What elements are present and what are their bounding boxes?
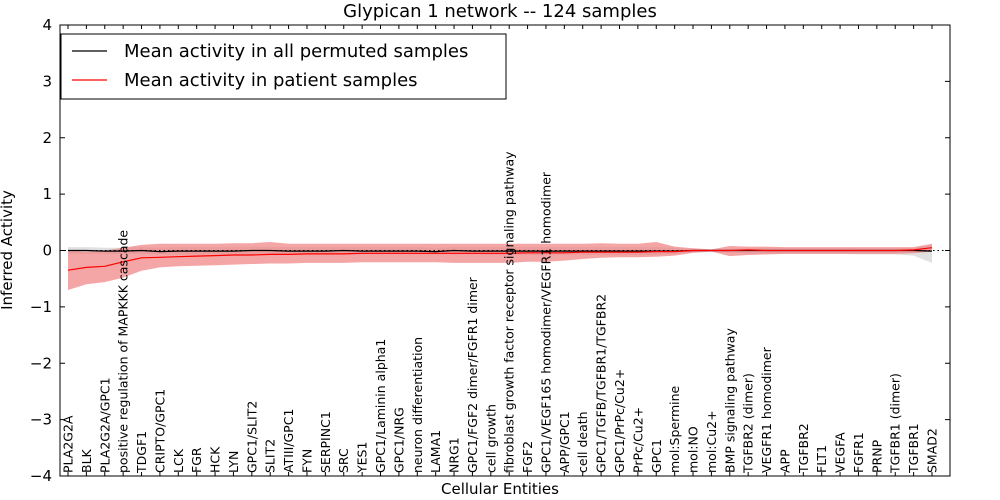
series-line-patient [67, 247, 933, 271]
legend: Mean activity in all permuted samples Me… [60, 33, 507, 100]
x-tick-label: FGR [189, 447, 204, 473]
x-tick-label: NRG1 [447, 437, 462, 473]
x-tick-label: fibroblast growth factor receptor signal… [502, 151, 517, 473]
x-tick-label: SRC [336, 448, 351, 473]
x-tick-label: SLIT2 [263, 439, 278, 473]
x-tick-label: mol:Spermine [667, 385, 682, 473]
confidence-band-patient [68, 242, 932, 290]
x-tick-label: VEGFA [833, 432, 848, 473]
x-tick-label: mol:Cu2+ [704, 410, 719, 473]
plot-area [60, 242, 950, 290]
x-tick-label: GPC1/PrPc/Cu2+ [612, 369, 627, 473]
x-tick-label: mol:NO [686, 426, 701, 473]
x-tick-label: FYN [300, 449, 315, 473]
x-tick-label: FGF2 [520, 441, 535, 473]
y-tick-label: 0 [42, 242, 52, 260]
x-tick-label: GPC1/TGFB/TGFBR1/TGFBR2 [594, 294, 609, 473]
x-tick-label: HCK [208, 446, 223, 473]
x-tick-label: GPC1 [649, 439, 664, 473]
chart-title: Glypican 1 network -- 124 samples [343, 1, 657, 22]
y-tick-label: −1 [30, 298, 52, 316]
x-tick-label: YES1 [355, 442, 370, 474]
legend-label-permuted: Mean activity in all permuted samples [124, 41, 468, 62]
x-tick-label: cell growth [483, 404, 498, 473]
x-tick-label: GPC1/VEGF165 homodimer/VEGFR1 homodimer [539, 171, 554, 473]
y-axis-title: Inferred Activity [0, 190, 16, 310]
x-tick-label: neuron differentiation [410, 337, 425, 473]
y-tick-label: 3 [42, 72, 52, 90]
x-tick-label: APP/GPC1 [557, 411, 572, 473]
x-axis-title: Cellular Entities [441, 480, 559, 498]
x-tick-label: PLA2G2A/GPC1 [97, 377, 112, 473]
y-axis: −4 −3 −2 −1 0 1 2 3 4 [30, 16, 950, 485]
legend-box [60, 33, 507, 100]
x-tick-label: PrPc/Cu2+ [630, 407, 645, 473]
legend-label-patient: Mean activity in patient samples [124, 70, 418, 91]
x-tick-label: VEGFR1 homodimer [759, 346, 774, 473]
x-tick-label: FLT1 [814, 445, 829, 473]
y-tick-label: 1 [42, 185, 52, 203]
x-tick-label: PLA2G2A [61, 415, 76, 473]
x-tick-label: GPC1/FGF2 dimer/FGFR1 dimer [465, 276, 480, 473]
x-tick-label: TGFBR2 (dimer) [741, 373, 756, 474]
x-tick-label: ATIII/GPC1 [281, 409, 296, 473]
x-tick-label: SERPINC1 [318, 411, 333, 473]
x-tick-label: GPC1/Laminin alpha1 [373, 339, 388, 473]
y-tick-label: 4 [42, 16, 52, 34]
x-tick-label: LCK [171, 448, 186, 473]
x-tick-label: TGFBR1 [906, 423, 921, 474]
x-tick-label: FGFR1 [851, 432, 866, 473]
x-tick-label: LAMA1 [428, 430, 443, 473]
x-tick-label: cell death [575, 411, 590, 473]
y-tick-label: −4 [30, 467, 52, 485]
x-tick-label: TGFBR2 [796, 423, 811, 474]
x-tick-label: BMP signaling pathway [722, 328, 737, 473]
x-tick-label: BLK [79, 448, 94, 473]
x-axis: PLA2G2A BLK PLA2G2A/GPC1 positive regulatio… [61, 25, 940, 476]
x-tick-label: CRIPTO/GPC1 [152, 389, 167, 473]
x-tick-label: APP [777, 449, 792, 473]
x-tick-label: SMAD2 [925, 428, 940, 473]
x-tick-label: TGFBR1 (dimer) [888, 373, 903, 474]
y-tick-label: 2 [42, 129, 52, 147]
x-tick-label: TDGF1 [134, 431, 149, 474]
x-tick-label: GPC1/NRG [391, 407, 406, 473]
x-tick-label: LYN [226, 451, 241, 473]
y-tick-label: −3 [30, 411, 52, 429]
y-tick-label: −2 [30, 354, 52, 372]
x-tick-label: GPC1/SLIT2 [244, 401, 259, 473]
x-tick-label: positive regulation of MAPKKK cascade [116, 230, 131, 473]
x-tick-label: PRNP [869, 439, 884, 473]
